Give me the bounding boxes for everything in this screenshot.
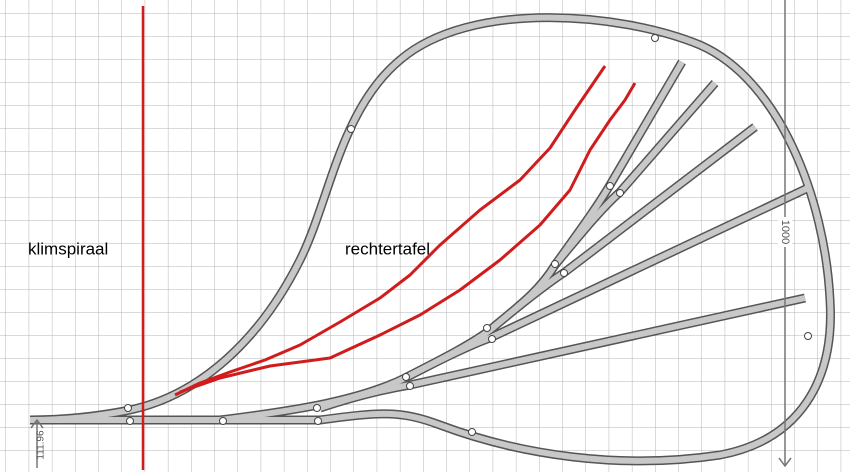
joints [124,34,812,436]
dimensions: 1000 111.96 [30,0,792,468]
markers [141,6,637,470]
dimension-label: 1000 [779,220,791,244]
area-label: rechtertafel [345,239,430,258]
area-label: klimspiraal [28,239,108,258]
dimension-label: 111.96 [36,430,47,460]
